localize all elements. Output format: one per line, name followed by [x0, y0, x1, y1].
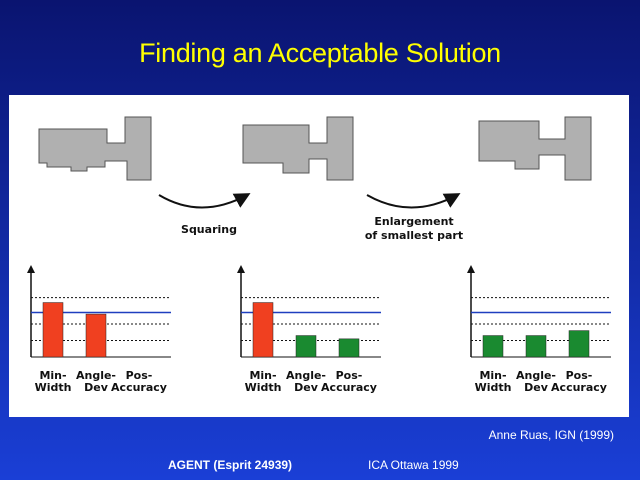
criterion-label: Dev: [524, 381, 548, 394]
content-panel: Squaring Enlargement of smallest part Mi…: [9, 95, 629, 417]
criteria-charts: [27, 265, 611, 358]
criterion-label: Angle-: [285, 369, 326, 382]
footer-conference: ICA Ottawa 1999: [368, 458, 459, 472]
criterion-label: Angle-: [515, 369, 556, 382]
criterion-label: Width: [34, 381, 72, 394]
criterion-label: Pos-: [565, 369, 593, 382]
chart-bar: [568, 330, 590, 358]
chart-bar: [338, 338, 360, 358]
squaring-arrow: [158, 193, 251, 209]
criterion-label: Accuracy: [321, 381, 377, 394]
building-squared-shape: [242, 116, 354, 181]
chart-axis-arrow-icon: [237, 265, 245, 273]
chart-bar: [525, 335, 547, 358]
chart-bar: [42, 302, 64, 358]
enlargement-label-line1: Enlargement: [374, 215, 454, 228]
squaring-label: Squaring: [181, 223, 237, 236]
criterion-label: Accuracy: [551, 381, 607, 394]
chart-axis-arrow-icon: [467, 265, 475, 273]
criterion-label: Min-: [249, 369, 277, 382]
building-original-shape: [38, 116, 152, 181]
criterion-label: Dev: [84, 381, 108, 394]
criterion-label: Min-: [39, 369, 67, 382]
slide-title: Finding an Acceptable Solution: [139, 38, 501, 68]
chart-bar: [482, 335, 504, 358]
criterion-label: Min-: [479, 369, 507, 382]
criterion-label: Width: [474, 381, 512, 394]
criterion-label: Dev: [294, 381, 318, 394]
chart-bar: [85, 313, 107, 358]
chart-axis-arrow-icon: [27, 265, 35, 273]
footer-project: AGENT (Esprit 24939): [168, 458, 293, 472]
author-credit: Anne Ruas, IGN (1999): [488, 428, 614, 442]
enlargement-arrow: [366, 193, 461, 209]
criterion-label: Width: [244, 381, 282, 394]
chart-bar: [252, 302, 274, 358]
criterion-label: Pos-: [335, 369, 363, 382]
chart-bar: [295, 335, 317, 358]
diagram-canvas: [27, 116, 611, 358]
criterion-label: Pos-: [125, 369, 153, 382]
building-enlarged-shape: [478, 116, 592, 181]
criterion-label: Accuracy: [111, 381, 167, 394]
enlargement-label-line2: of smallest part: [364, 229, 464, 242]
criterion-label: Angle-: [75, 369, 116, 382]
